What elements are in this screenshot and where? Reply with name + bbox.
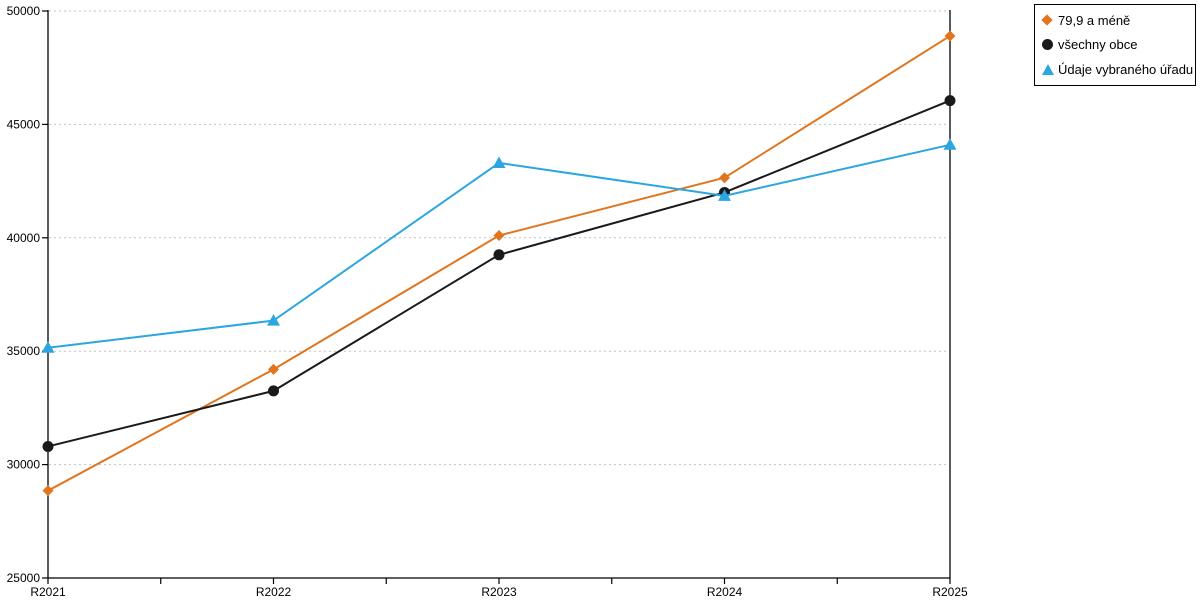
data-point-triangle (718, 189, 731, 201)
x-axis-tick-label: R2022 (256, 585, 292, 599)
y-axis-tick-label: 30000 (7, 458, 41, 472)
data-point-diamond (944, 30, 956, 42)
data-point-triangle (41, 341, 55, 353)
legend: 79,9 a méně všechny obce Údaje vybraného… (1034, 4, 1196, 86)
x-axis-tick-label: R2023 (481, 585, 517, 599)
y-axis-tick-label: 25000 (7, 571, 41, 585)
triangle-marker-icon (1042, 64, 1054, 76)
legend-item-series-1: 79,9 a méně (1041, 8, 1188, 32)
y-axis-tick-label: 35000 (7, 344, 41, 358)
data-point-circle (493, 249, 505, 261)
data-point-diamond (42, 485, 54, 497)
data-point-triangle (267, 314, 280, 326)
series-line-diamond (47, 35, 951, 492)
data-point-diamond (268, 363, 279, 375)
data-point-circle (42, 440, 54, 452)
diamond-marker-icon (1041, 14, 1053, 26)
series-line-triangle-up (47, 143, 951, 349)
data-point-diamond (493, 230, 505, 242)
legend-item-series-3: Údaje vybraného úřadu (1042, 58, 1193, 82)
x-axis-tick-label: R2025 (932, 585, 968, 599)
legend-label: Údaje vybraného úřadu (1058, 62, 1194, 78)
data-point-circle (268, 385, 279, 397)
data-point-triangle (492, 156, 506, 168)
y-axis-tick-label: 45000 (7, 117, 41, 131)
series-line-circle (47, 99, 951, 448)
x-axis-tick-label: R2024 (707, 585, 743, 599)
data-point-triangle (943, 138, 957, 150)
legend-label: 79,9 a méně (1058, 12, 1131, 28)
y-axis-tick-label: 40000 (7, 231, 41, 245)
circle-marker-icon (1042, 39, 1053, 51)
data-point-diamond (719, 172, 730, 184)
x-axis-tick-label: R2021 (30, 585, 66, 599)
data-point-circle (944, 95, 956, 107)
y-axis-tick-label: 50000 (7, 4, 41, 18)
legend-item-series-2: všechny obce (1042, 33, 1188, 57)
legend-label: všechny obce (1058, 37, 1138, 53)
